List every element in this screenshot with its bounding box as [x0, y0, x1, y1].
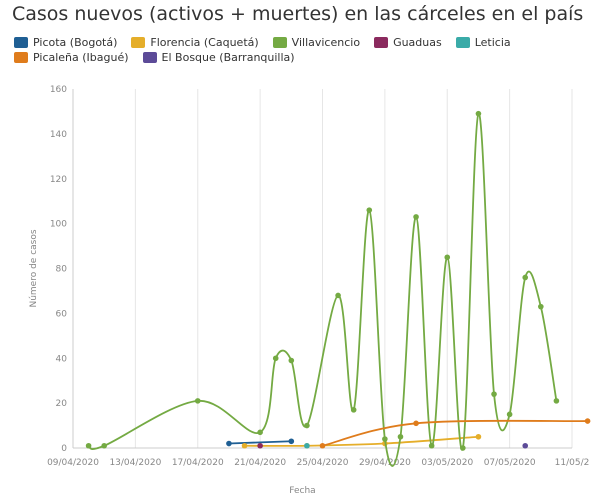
data-point-picalena-ibague[interactable] — [413, 420, 419, 427]
data-point-villavicencio[interactable] — [522, 274, 529, 281]
legend-item-villavicencio[interactable]: Villavicencio — [272, 36, 361, 49]
data-point-villavicencio[interactable] — [304, 422, 310, 429]
data-point-villavicencio[interactable] — [366, 207, 373, 213]
data-point-villavicencio[interactable] — [460, 445, 466, 451]
series-line-florencia-caqueta — [244, 435, 479, 447]
data-point-villavicencio[interactable] — [101, 442, 107, 449]
x-tick-label: 11/05/2 — [555, 458, 590, 468]
data-point-villavicencio[interactable] — [413, 214, 419, 220]
y-tick-label: 140 — [50, 130, 67, 140]
legend-item-picota-bogota[interactable]: Picota (Bogotá) — [14, 36, 117, 49]
chart-title: Casos nuevos (activos + muertes) en las … — [12, 3, 584, 25]
y-tick-label: 0 — [61, 444, 67, 454]
legend-item-guaduas[interactable]: Guaduas — [374, 36, 442, 49]
x-tick-label: 21/04/2020 — [234, 458, 286, 468]
y-axis-title: Número de casos — [29, 229, 39, 307]
data-point-villavicencio[interactable] — [257, 429, 263, 436]
x-tick-label: 17/04/2020 — [172, 458, 224, 468]
data-point-florencia-caqueta[interactable] — [475, 433, 482, 440]
y-tick-label: 80 — [56, 265, 68, 275]
legend-item-picalena-ibague[interactable]: Picaleña (Ibagué) — [14, 51, 129, 64]
data-point-villavicencio[interactable] — [397, 433, 404, 440]
data-point-picota-bogota[interactable] — [226, 440, 232, 447]
data-point-villavicencio[interactable] — [288, 357, 295, 364]
data-point-villavicencio[interactable] — [85, 442, 92, 449]
series-line-villavicencio — [88, 112, 558, 467]
y-tick-label: 40 — [56, 354, 68, 364]
data-point-el-bosque-barranquilla[interactable] — [522, 442, 529, 449]
x-axis-title: Fecha — [289, 486, 315, 496]
data-point-villavicencio[interactable] — [428, 442, 435, 449]
data-point-picota-bogota[interactable] — [288, 438, 295, 445]
legend-swatch — [142, 52, 157, 63]
legend-swatch — [14, 37, 28, 48]
data-point-picalena-ibague[interactable] — [584, 418, 591, 424]
legend-swatch — [374, 37, 389, 48]
data-point-villavicencio[interactable] — [475, 110, 482, 117]
data-point-villavicencio[interactable] — [553, 398, 560, 404]
data-point-picalena-ibague[interactable] — [319, 442, 326, 449]
legend-label: El Bosque (Barranquilla) — [161, 51, 295, 64]
series-line-picota-bogota — [228, 440, 292, 445]
legend-item-el-bosque-barranquilla[interactable]: El Bosque (Barranquilla) — [142, 51, 295, 64]
data-point-villavicencio[interactable] — [272, 355, 279, 362]
y-tick-label: 20 — [56, 399, 68, 409]
data-point-florencia-caqueta[interactable] — [241, 442, 248, 449]
legend-item-florencia-caqueta[interactable]: Florencia (Caquetá) — [131, 36, 259, 49]
x-tick-label: 29/04/2020 — [359, 458, 411, 468]
data-point-villavicencio[interactable] — [444, 254, 451, 261]
y-tick-label: 160 — [50, 85, 67, 95]
data-point-guaduas[interactable] — [257, 442, 263, 449]
y-tick-label: 120 — [50, 175, 67, 185]
data-point-villavicencio[interactable] — [491, 391, 497, 397]
data-point-leticia[interactable] — [304, 442, 310, 449]
x-tick-label: 09/04/2020 — [47, 458, 99, 468]
y-tick-label: 100 — [50, 220, 67, 230]
data-point-villavicencio[interactable] — [382, 436, 388, 442]
legend-label: Picota (Bogotá) — [33, 36, 118, 49]
legend-label: Guaduas — [393, 36, 442, 49]
data-point-villavicencio[interactable] — [350, 407, 357, 413]
x-tick-label: 07/05/2020 — [484, 458, 536, 468]
legend-swatch — [455, 37, 470, 48]
data-point-villavicencio[interactable] — [538, 303, 544, 310]
data-point-villavicencio[interactable] — [506, 411, 513, 418]
x-tick-label: 13/04/2020 — [109, 458, 161, 468]
legend-item-leticia[interactable]: Leticia — [455, 36, 511, 49]
legend-label: Picaleña (Ibagué) — [33, 51, 129, 64]
legend-label: Villavicencio — [291, 36, 361, 49]
series-line-picalena-ibague — [322, 419, 588, 447]
legend: Picota (Bogotá) Florencia (Caquetá) Villav… — [14, 36, 574, 64]
x-tick-label: 25/04/2020 — [297, 458, 349, 468]
legend-label: Florencia (Caquetá) — [150, 36, 259, 49]
legend-swatch — [131, 37, 146, 48]
x-tick-label: 03/05/2020 — [421, 458, 473, 468]
legend-swatch — [14, 52, 28, 63]
legend-swatch — [272, 37, 287, 48]
legend-label: Leticia — [474, 36, 511, 49]
y-tick-label: 60 — [56, 309, 68, 319]
data-point-villavicencio[interactable] — [194, 398, 201, 404]
data-point-villavicencio[interactable] — [335, 292, 341, 299]
